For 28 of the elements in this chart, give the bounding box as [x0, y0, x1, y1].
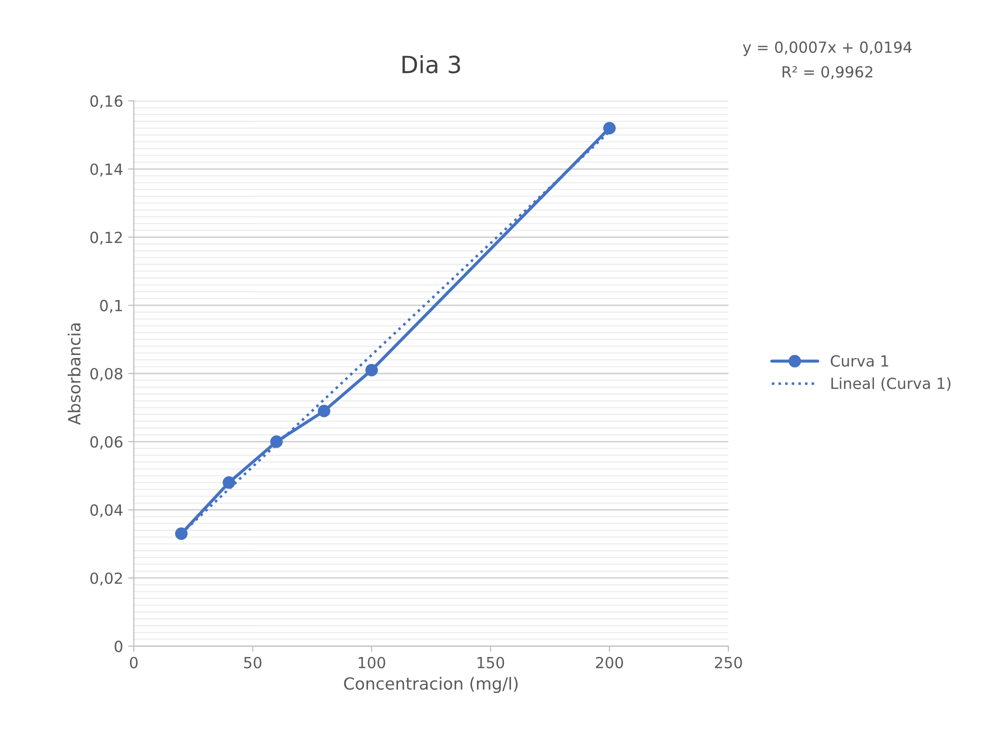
point — [365, 364, 378, 376]
y-tick-label: 0,08 — [90, 368, 122, 382]
point — [603, 122, 616, 134]
y-tick-label: 0,16 — [90, 95, 122, 108]
y-tick-label: 0,12 — [90, 232, 122, 245]
x-tick-label: 0 — [130, 656, 138, 668]
x-tick-label: 150 — [478, 656, 504, 668]
text: R² = 0,9962 — [782, 66, 872, 80]
x-tick-label: 250 — [714, 656, 742, 668]
y-axis-title: Absorbancia — [68, 323, 81, 425]
y-tick-label: 0 — [114, 640, 122, 652]
chart-title: Dia 3 — [402, 55, 460, 74]
x-axis-title: Concentracion (mg/l) — [344, 676, 518, 694]
legend-label: Curva 1 — [830, 355, 888, 367]
point — [175, 527, 188, 540]
y-tick-label: 0,14 — [90, 163, 123, 177]
y-tick-label: 0,1 — [100, 300, 122, 313]
y-tick-label: 0,06 — [90, 436, 122, 450]
x-tick-label: 100 — [358, 656, 386, 668]
point — [318, 404, 330, 418]
y-tick-label: 0,02 — [90, 572, 122, 586]
point — [270, 435, 283, 448]
x-tick-label: 200 — [596, 656, 624, 668]
x-tick-label: 50 — [244, 656, 262, 668]
text: y = 0,0007x + 0,0194 — [742, 41, 912, 56]
point — [222, 476, 236, 489]
legend-label: Lineal (Curva 1) — [831, 377, 950, 391]
y-tick-label: 0,04 — [90, 504, 123, 518]
